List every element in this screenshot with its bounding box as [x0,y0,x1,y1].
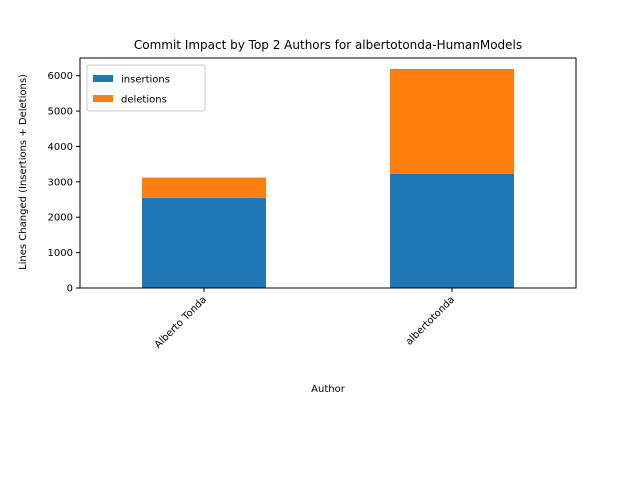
bar-deletions-0 [142,177,266,198]
y-tick-label-6: 6000 [48,71,73,82]
plot-area [79,57,577,289]
y-tick-label-0: 0 [67,284,73,295]
y-tick-label-3: 3000 [48,177,73,188]
y-axis: 0 1000 2000 3000 4000 5000 6000 [48,71,80,295]
chart-title: Commit Impact by Top 2 Authors for alber… [134,38,522,52]
y-tick-label-5: 5000 [48,107,73,118]
legend-swatch-deletions [93,95,113,102]
legend-label-insertions: insertions [121,75,170,86]
x-tick-label-1: albertotonda [404,294,457,347]
x-axis-label: Author [311,384,346,395]
legend: insertions deletions [86,64,206,112]
x-tick-label-0: Alberto Tonda [153,294,209,350]
axes-frame [79,57,577,289]
bar-insertions-0 [142,197,266,288]
bar-deletions-1 [390,68,514,174]
y-tick-label-1: 1000 [48,248,73,259]
legend-box [86,64,206,112]
y-tick-label-4: 4000 [48,142,73,153]
y-tick-label-2: 2000 [48,213,73,224]
legend-swatch-insertions [93,75,113,82]
legend-label-deletions: deletions [121,95,167,106]
x-axis: Alberto Tonda albertotonda [153,288,457,351]
y-axis-label: Lines Changed (Insertions + Deletions) [18,74,29,270]
bar-insertions-1 [390,173,514,288]
